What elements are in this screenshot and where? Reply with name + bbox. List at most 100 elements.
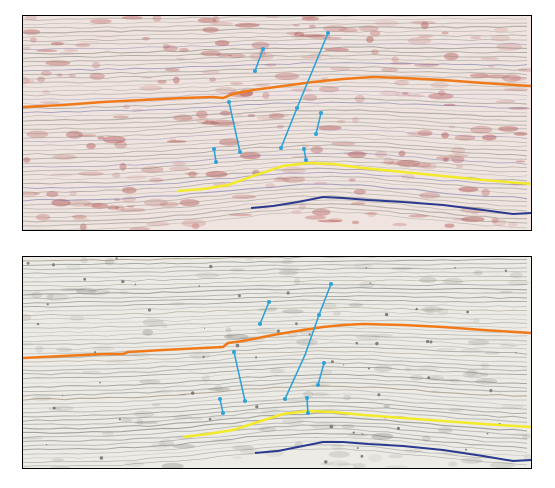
texture-blotch (104, 258, 115, 266)
reflector-line (23, 437, 528, 455)
texture-blotch (473, 270, 483, 276)
texture-blotch (435, 156, 454, 160)
fault-nodes (218, 282, 333, 415)
reflector-line (23, 140, 528, 156)
reflector-line (23, 342, 528, 355)
texture-blotch (125, 461, 144, 467)
texture-blotch (394, 80, 409, 86)
texture-blotch (42, 89, 51, 95)
texture-blotch (105, 359, 130, 363)
texture-speck (429, 340, 433, 344)
reflector-line (23, 113, 527, 126)
reflector-line (23, 393, 528, 409)
reflector-line (23, 22, 528, 29)
fault-node (322, 361, 326, 365)
texture-blotch (143, 198, 168, 207)
texture-blotch (303, 391, 314, 398)
texture-speck (93, 351, 97, 354)
texture-blotch (91, 202, 109, 209)
fault-node (214, 160, 218, 164)
texture-blotch (443, 277, 464, 285)
texture-speck (134, 283, 137, 286)
texture-blotch (188, 171, 197, 178)
texture-blotch (52, 458, 65, 462)
texture-blotch (301, 16, 316, 19)
texture-blotch (424, 307, 436, 314)
texture-speck (375, 341, 379, 346)
texture-blotch (398, 150, 406, 157)
texture-blotch (197, 17, 217, 23)
fault-node (267, 300, 271, 304)
texture-blotch (129, 227, 150, 230)
reflector-line (23, 401, 528, 418)
texture-blotch (328, 451, 350, 458)
texture-blotch (481, 372, 489, 377)
reflector-line (23, 82, 528, 92)
texture-speck (52, 406, 56, 410)
texture-blotch (367, 211, 376, 218)
texture-blotch (122, 196, 136, 203)
texture-blotch (465, 369, 478, 377)
texture-blotch (508, 221, 518, 227)
texture-blotch (112, 172, 121, 178)
fault-stick (315, 112, 322, 135)
texture-blotch (231, 194, 257, 199)
texture-blotch (368, 454, 383, 462)
reflector-line (23, 326, 528, 338)
texture-speck (415, 307, 418, 311)
reflector-line (23, 34, 528, 42)
texture-blotch (180, 117, 198, 121)
reflector-line (23, 353, 528, 367)
texture-speck (276, 329, 280, 333)
orange-horizon (23, 322, 531, 360)
texture-blotch (95, 35, 120, 38)
texture-blotch (219, 138, 240, 146)
reflector-line (23, 132, 528, 147)
texture-blotch (52, 154, 77, 160)
texture-blotch (157, 79, 167, 84)
texture-blotch (72, 218, 90, 221)
reflector-line (23, 66, 528, 76)
reflector-line (23, 267, 528, 275)
reflector-line (23, 338, 528, 350)
texture-blotch (488, 65, 496, 68)
reflector-line (23, 105, 528, 118)
reflector-line (23, 175, 528, 193)
texture-blotch (391, 56, 399, 63)
texture-blotch (471, 210, 479, 216)
texture-blotch (332, 311, 342, 316)
texture-blotch (69, 315, 85, 321)
texture-blotch (381, 67, 399, 72)
texture-blotch (173, 76, 180, 84)
reflector-line (23, 369, 528, 384)
texture-blotch (353, 189, 366, 195)
texture-blotch (37, 76, 46, 83)
reflector-line (23, 137, 528, 151)
reflector-line (23, 50, 528, 59)
texture-blotch (23, 314, 32, 321)
reflector-line (23, 291, 528, 300)
reflector-line (23, 362, 528, 376)
texture-blotch (200, 50, 221, 57)
blue-horizon (250, 195, 531, 216)
texture-speck (118, 418, 121, 421)
texture-blotch (328, 218, 343, 222)
texture-blotch (496, 42, 523, 51)
texture-blotch (103, 136, 126, 144)
texture-blotch (515, 160, 526, 163)
yellow-horizon (177, 161, 531, 193)
texture-blotch (215, 86, 237, 95)
texture-blotch (438, 427, 453, 434)
fault-node (227, 100, 231, 104)
texture-blotch (356, 333, 380, 341)
reflector-line (23, 89, 528, 101)
texture-blotch (23, 342, 35, 346)
reflector-line (23, 69, 528, 80)
texture-blotch (97, 136, 105, 140)
texture-blotch (419, 192, 441, 199)
texture-blotch (418, 35, 434, 38)
texture-blotch (244, 258, 254, 262)
texture-blotch (31, 291, 43, 299)
texture-speck (369, 282, 371, 284)
texture-blotch (114, 205, 125, 212)
